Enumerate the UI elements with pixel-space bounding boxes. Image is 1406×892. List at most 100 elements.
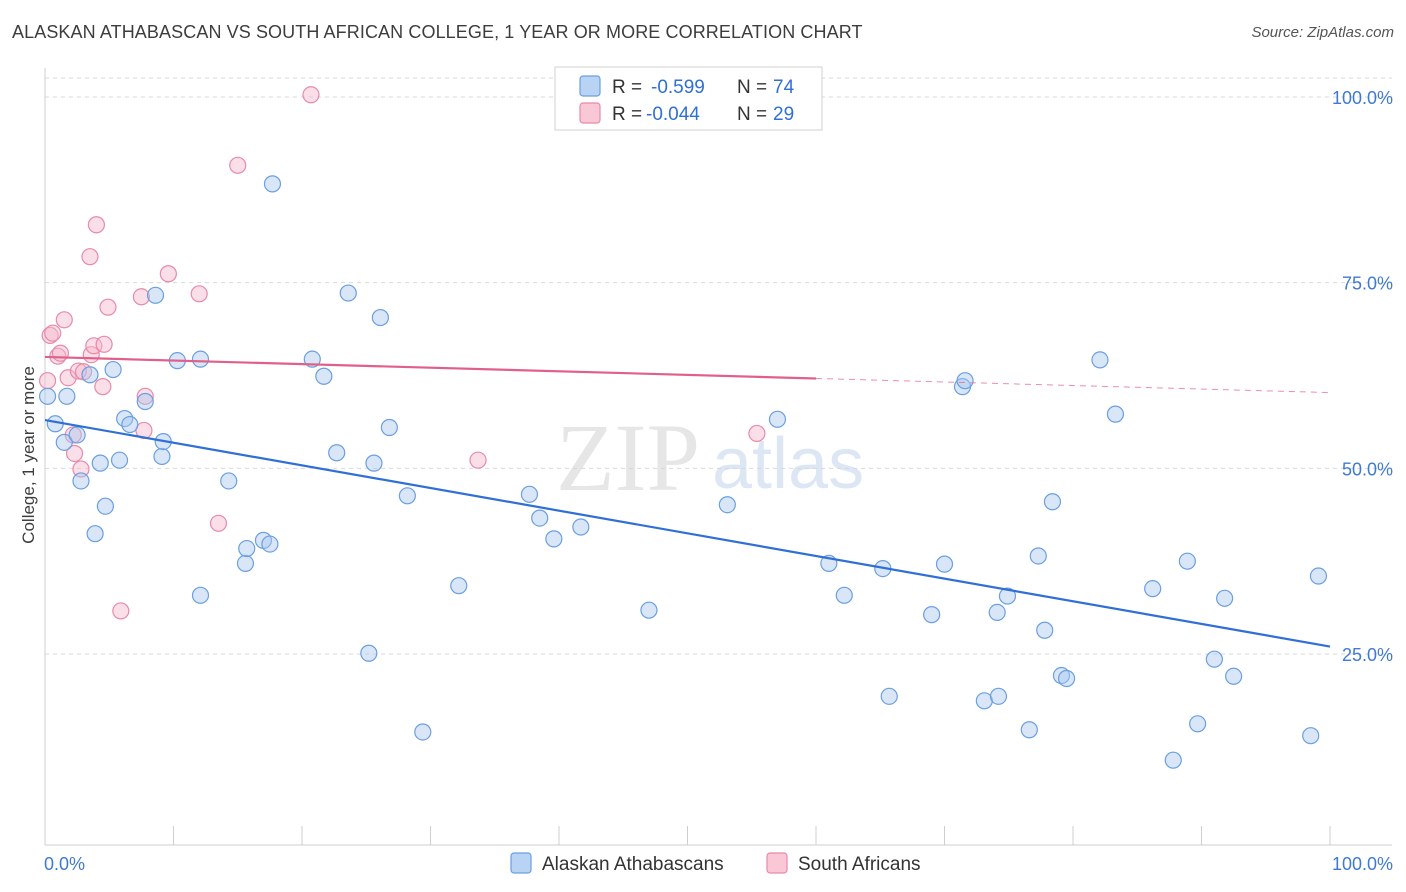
south-africans-point — [469, 451, 487, 469]
alaskan-athabascans-point — [339, 284, 357, 302]
alaskan-athabascans-point — [55, 433, 73, 451]
legend-r-value-1: -0.599 — [651, 77, 705, 98]
bottom-legend-label-blue: Alaskan Athabascans — [542, 854, 724, 875]
south-africans-point — [44, 324, 62, 342]
alaskan-athabascans-point — [988, 603, 1006, 622]
y-tick-label: 100.0% — [1332, 88, 1393, 108]
alaskan-athabascans-point — [1225, 667, 1243, 685]
y-tick-label: 50.0% — [1342, 459, 1393, 479]
south-africans-point — [59, 369, 77, 387]
legend-n-value-2: 29 — [773, 104, 794, 125]
alaskan-athabascans-point — [1091, 351, 1109, 369]
alaskan-athabascans-point — [303, 350, 321, 368]
alaskan-athabascans-point — [998, 587, 1017, 605]
bottom-legend: Alaskan Athabascans South Africans — [510, 852, 921, 875]
watermark-zip: ZIP — [556, 404, 700, 511]
alaskan-athabascans-point — [121, 415, 139, 434]
alaskan-athabascans-point — [1144, 580, 1162, 598]
alaskan-athabascans-point — [1205, 650, 1223, 668]
alaskan-athabascans-point — [1164, 751, 1182, 769]
alaskan-athabascans-point — [236, 554, 255, 572]
south-africans-point — [94, 378, 112, 396]
alaskan-athabascans-point — [191, 350, 210, 368]
alaskan-athabascans-point — [96, 497, 114, 515]
alaskan-athabascans-point — [1052, 666, 1071, 685]
alaskan-athabascans-point — [520, 485, 539, 503]
x-tick-label-max: 100.0% — [1332, 854, 1393, 874]
alaskan-athabascans-point — [975, 692, 993, 710]
south-africans-point — [65, 444, 84, 463]
chart-source: Source: ZipAtlas.com — [1251, 24, 1394, 41]
legend: R = -0.599 N = 74 R = -0.044 N = 29 — [554, 66, 823, 131]
legend-n-label-1: N = — [737, 77, 767, 98]
alaskan-athabascans-point — [398, 487, 416, 505]
alaskan-athabascans-point — [545, 530, 563, 548]
trend-lines — [44, 355, 1331, 648]
alaskan-athabascans-point — [1216, 589, 1234, 607]
legend-r-label-2: R = — [612, 104, 642, 125]
alaskan-athabascans-point — [1106, 405, 1125, 423]
south-africans-point — [72, 460, 90, 478]
south-africans-point — [95, 335, 113, 353]
alaskan-athabascans-point — [328, 444, 346, 462]
south-africans-point — [136, 387, 154, 405]
grid-lines: 25.0% 50.0% 75.0% 100.0% — [45, 77, 1393, 665]
chart-title: ALASKAN ATHABASCAN VS SOUTH AFRICAN COLL… — [12, 22, 863, 42]
alaskan-athabascans-points — [38, 175, 1328, 769]
axes: 0.0% 100.0% — [44, 68, 1393, 874]
alaskan-athabascans-point — [104, 360, 122, 379]
alaskan-athabascans-point — [360, 644, 378, 662]
legend-swatch-pink — [579, 102, 601, 124]
alaskan-athabascans-point — [989, 687, 1008, 705]
alaskan-athabascans-point — [220, 472, 238, 490]
alaskan-athabascans-point — [1029, 547, 1047, 565]
legend-swatch-blue — [579, 75, 601, 97]
legend-r-label-1: R = — [612, 77, 642, 98]
alaskan-athabascans-point — [153, 447, 171, 466]
south-africans-trend-extension — [815, 377, 1331, 394]
south-africans-trend-line — [44, 355, 817, 380]
alaskan-athabascans-point — [81, 366, 99, 384]
alaskan-athabascans-point — [380, 418, 398, 437]
alaskan-athabascans-point — [1189, 715, 1207, 733]
alaskan-athabascans-point — [191, 586, 210, 604]
alaskan-athabascans-point — [1036, 621, 1054, 639]
alaskan-athabascans-point — [371, 308, 389, 327]
south-africans-point — [99, 298, 117, 316]
alaskan-athabascans-point — [880, 687, 898, 705]
x-tick-label-min: 0.0% — [44, 854, 85, 874]
watermark-atlas: atlas — [712, 424, 864, 504]
alaskan-athabascans-point — [146, 286, 165, 304]
alaskan-athabascans-point — [91, 454, 109, 472]
south-africans-point — [748, 424, 766, 443]
alaskan-athabascans-point — [263, 175, 282, 193]
alaskan-athabascans-point — [450, 577, 468, 595]
alaskan-athabascans-point — [261, 535, 279, 553]
legend-n-value-1: 74 — [773, 77, 795, 98]
south-africans-point — [55, 311, 73, 329]
y-axis-title: College, 1 year or more — [19, 366, 38, 544]
south-africans-point — [209, 514, 228, 532]
alaskan-athabascans-point — [68, 426, 86, 444]
south-africans-point — [51, 344, 70, 362]
alaskan-athabascans-point — [935, 555, 954, 573]
alaskan-athabascans-trend-line — [44, 418, 1331, 648]
alaskan-athabascans-point — [365, 454, 383, 472]
south-africans-point — [87, 216, 106, 234]
alaskan-athabascans-point — [1178, 552, 1196, 570]
bottom-legend-label-pink: South Africans — [798, 854, 921, 875]
alaskan-athabascans-point — [531, 509, 549, 527]
south-africans-points — [38, 86, 766, 620]
alaskan-athabascans-point — [640, 601, 658, 619]
south-africans-point — [132, 288, 150, 306]
y-tick-label: 75.0% — [1342, 274, 1393, 294]
bottom-legend-swatch-pink — [766, 852, 788, 874]
south-africans-point — [38, 372, 57, 390]
alaskan-athabascans-point — [956, 372, 974, 390]
alaskan-athabascans-point — [1302, 727, 1320, 745]
alaskan-athabascans-point — [86, 525, 104, 543]
south-africans-point — [41, 326, 59, 344]
alaskan-athabascans-point — [718, 496, 736, 514]
alaskan-athabascans-point — [315, 367, 333, 385]
